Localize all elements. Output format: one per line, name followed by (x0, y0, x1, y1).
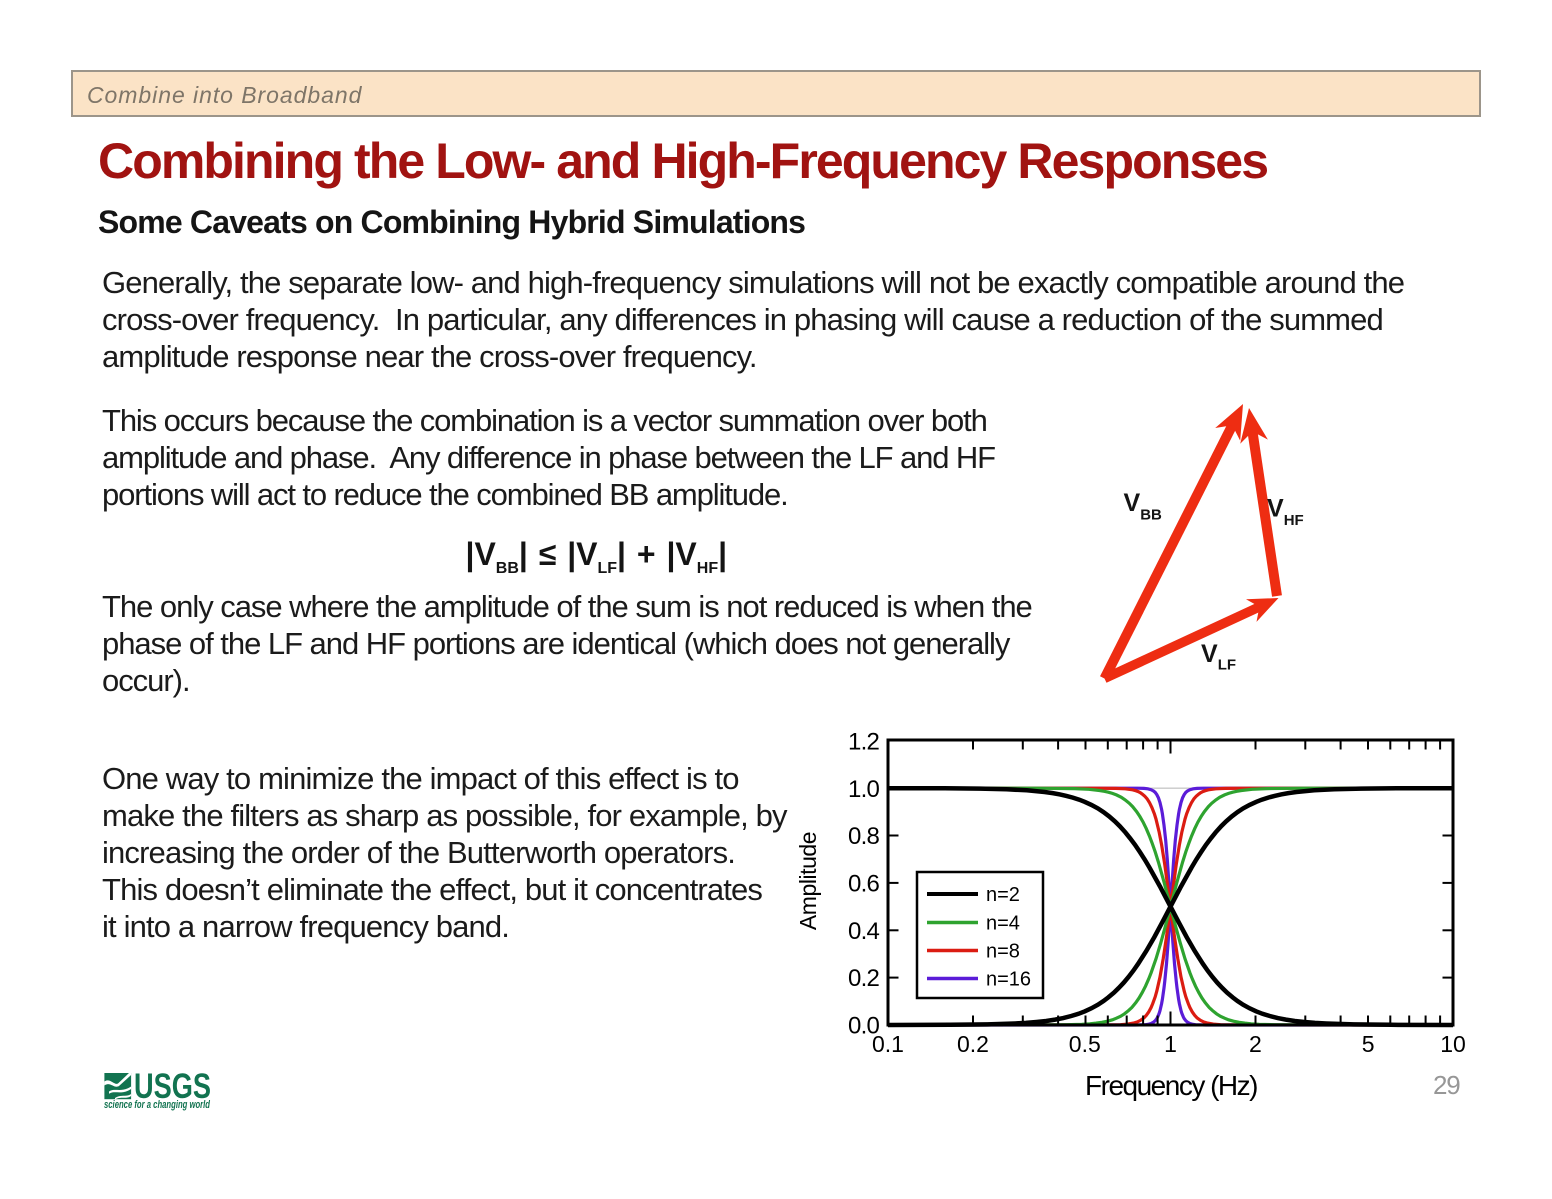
svg-text:VLF: VLF (1201, 640, 1236, 674)
svg-text:USGS: USGS (134, 1067, 211, 1106)
svg-text:Amplitude: Amplitude (795, 832, 821, 930)
svg-text:0.2: 0.2 (848, 965, 879, 992)
svg-text:0.4: 0.4 (848, 918, 879, 945)
svg-text:VHF: VHF (1267, 495, 1304, 530)
svg-text:n=8: n=8 (986, 941, 1020, 963)
svg-text:science for a changing world: science for a changing world (104, 1099, 210, 1111)
svg-text:1: 1 (1164, 1031, 1177, 1057)
svg-text:10: 10 (1440, 1031, 1466, 1057)
svg-text:0.2: 0.2 (957, 1031, 989, 1057)
svg-text:0.5: 0.5 (1069, 1031, 1101, 1057)
svg-text:2: 2 (1249, 1031, 1262, 1057)
svg-text:n=4: n=4 (986, 913, 1020, 935)
svg-text:0.6: 0.6 (848, 871, 879, 898)
svg-text:n=2: n=2 (986, 884, 1020, 906)
svg-text:1.2: 1.2 (848, 728, 879, 755)
svg-text:0.8: 0.8 (848, 823, 879, 850)
svg-text:0.1: 0.1 (872, 1031, 904, 1057)
svg-text:Frequency (Hz): Frequency (Hz) (1085, 1070, 1257, 1101)
svg-text:n=16: n=16 (986, 969, 1031, 991)
svg-text:0.0: 0.0 (848, 1013, 879, 1040)
svg-text:1.0: 1.0 (848, 776, 879, 803)
svg-text:VBB: VBB (1124, 489, 1163, 524)
svg-text:5: 5 (1362, 1031, 1375, 1057)
